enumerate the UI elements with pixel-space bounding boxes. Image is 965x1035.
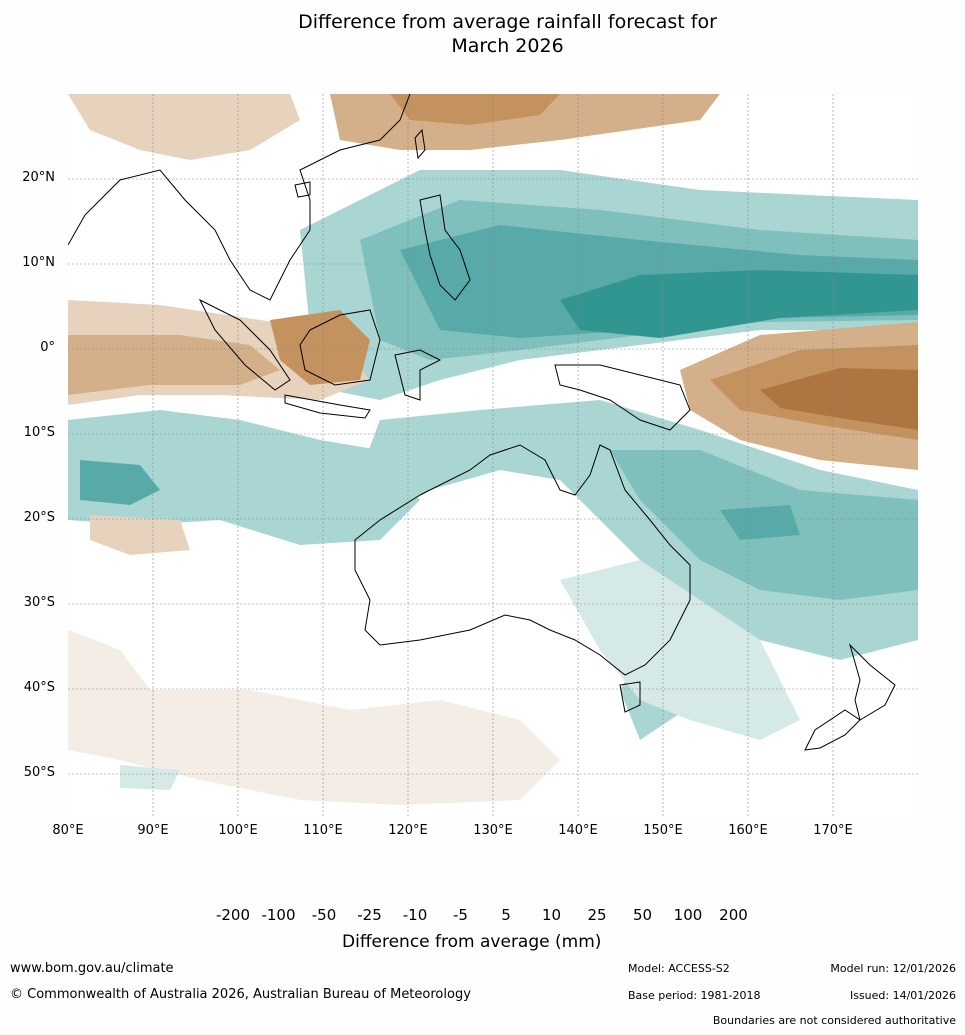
colorbar-tick-label: 5	[501, 906, 511, 924]
colorbar-tick-label: -50	[311, 906, 337, 924]
dry-region-west-australia-coast	[90, 515, 190, 555]
borneo-outline	[299, 309, 381, 386]
lat-label-20s: 20°S	[23, 510, 55, 525]
colorbar-tick-label: -100	[261, 906, 296, 924]
colorbar-tick-label: -200	[215, 906, 251, 924]
new-guinea-outline	[554, 364, 691, 431]
colorbar-tick-label: -10	[402, 906, 428, 924]
wet-region-southern-ocean	[120, 765, 180, 790]
lat-label-10n: 10°N	[22, 255, 55, 270]
java-outline	[284, 394, 371, 419]
title-line-1: Difference from average rainfall forecas…	[298, 11, 717, 33]
footer-model-run: Model run: 12/01/2026	[830, 962, 956, 975]
lat-label-50s: 50°S	[23, 765, 55, 780]
wet-region-core	[560, 270, 918, 338]
colorbar-tick-label: 25	[587, 906, 607, 924]
tasmania-outline	[619, 681, 641, 713]
map-title: Difference from average rainfall forecas…	[0, 10, 965, 58]
dry-region-south-pacific-max	[760, 368, 918, 430]
footer-copyright: © Commonwealth of Australia 2026, Austra…	[10, 987, 471, 1002]
title-line-2: March 2026	[451, 35, 564, 57]
footer-base-period: Base period: 1981-2018	[628, 989, 761, 1002]
colorbar-tick-label: -25	[357, 906, 382, 924]
new-zealand-north	[848, 643, 896, 721]
colorbar-tick-label: -5	[453, 906, 468, 924]
footer-issued: Issued: 14/01/2026	[849, 989, 956, 1002]
sumatra-outline	[198, 298, 291, 391]
lat-label-40s: 40°S	[23, 680, 55, 695]
colorbar-tick-label: 50	[632, 906, 653, 924]
colorbar-tick-label: 200	[719, 906, 748, 924]
wet-region-tasman	[560, 560, 800, 740]
dry-region-sumatra	[68, 335, 280, 395]
new-zealand-south	[804, 709, 861, 751]
colorbar-title: Difference from average (mm)	[342, 932, 602, 952]
lon-label-160e: 160°E	[728, 823, 768, 838]
lon-label-170e: 170°E	[813, 823, 853, 838]
lat-label-0: 0°	[40, 340, 55, 355]
lon-label-100e: 100°E	[218, 823, 258, 838]
lon-label-130e: 130°E	[473, 823, 513, 838]
lon-label-90e: 90°E	[137, 823, 169, 838]
lat-label-30s: 30°S	[23, 595, 55, 610]
rainfall-map	[68, 94, 918, 816]
australia-outline	[354, 444, 691, 676]
lon-label-110e: 110°E	[303, 823, 343, 838]
taiwan-outline	[414, 128, 426, 160]
graticule	[68, 94, 918, 816]
asia-mainland-outline	[68, 94, 411, 301]
wet-region-indian-ocean	[68, 410, 420, 545]
footer-url: www.bom.gov.au/climate	[10, 961, 174, 976]
wet-region-indian-ocean-core	[80, 460, 160, 505]
hainan-outline	[294, 181, 311, 198]
wet-region-coral-sea-core	[720, 505, 800, 540]
lon-label-150e: 150°E	[643, 823, 683, 838]
lon-label-140e: 140°E	[558, 823, 598, 838]
coastlines	[68, 94, 896, 751]
lon-label-80e: 80°E	[52, 823, 84, 838]
anomaly-field	[68, 94, 918, 805]
footer-boundaries-note: Boundaries are not considered authoritat…	[712, 1014, 956, 1027]
footer-model: Model: ACCESS-S2	[628, 962, 730, 975]
dry-region-china-core	[390, 94, 560, 125]
lon-label-120e: 120°E	[388, 823, 428, 838]
dry-region-southern-ocean	[68, 630, 560, 805]
dry-region-indochina	[68, 94, 300, 160]
dry-region-borneo	[270, 310, 370, 385]
lat-label-20n: 20°N	[22, 170, 55, 185]
colorbar-tick-label: 100	[673, 906, 703, 924]
colorbar-tick-label: 10	[541, 906, 562, 924]
sulawesi-outline	[394, 349, 442, 401]
philippines-outline	[419, 194, 471, 301]
lat-label-10s: 10°S	[23, 425, 55, 440]
